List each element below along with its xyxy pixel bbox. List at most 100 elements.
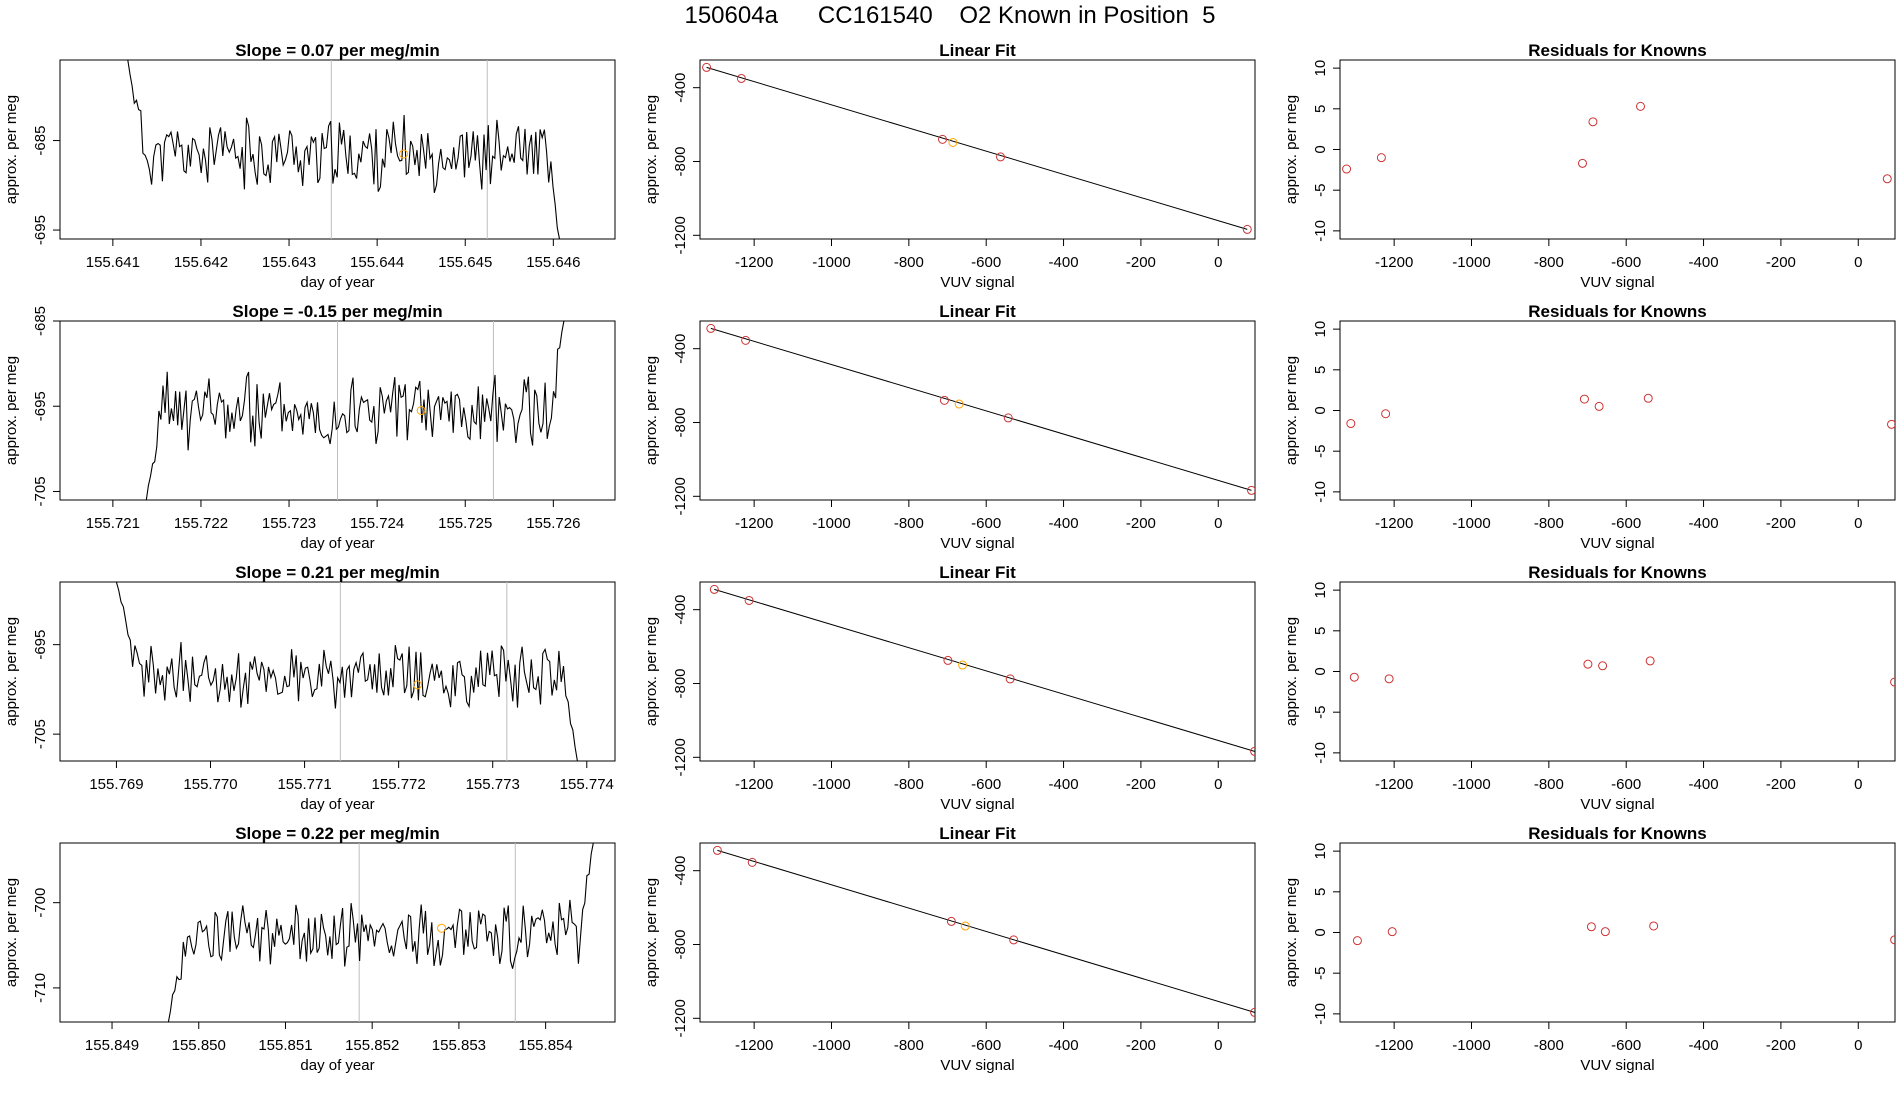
y-axis-label: approx. per meg: [1283, 617, 1300, 726]
plot-frame: [699, 842, 1256, 1023]
y-axis-label: approx. per meg: [3, 356, 20, 465]
x-tick-label: -1200: [735, 776, 773, 793]
known-point: [996, 152, 1006, 162]
y-tick-label: 10: [1312, 60, 1329, 77]
panel-11: Linear Fit VUV signal approx. per meg -1200…: [643, 824, 1256, 1074]
plot-frame: [699, 320, 1256, 501]
known-point: [702, 62, 712, 72]
known-point: [1342, 164, 1352, 174]
y-tick-label: 0: [1312, 667, 1329, 675]
x-tick-label: -600: [971, 254, 1001, 271]
x-axis-label: VUV signal: [1580, 274, 1654, 291]
plot-area: [706, 323, 1255, 495]
y-tick-label: 5: [1312, 888, 1329, 896]
known-point: [1352, 936, 1362, 946]
x-tick-label: 155.643: [262, 254, 316, 271]
y-tick-label: 5: [1312, 105, 1329, 113]
fit-line: [714, 588, 1255, 752]
x-tick-label: 0: [1214, 1037, 1222, 1054]
plot-area: [1346, 393, 1895, 429]
y-tick-label: -1200: [672, 216, 689, 254]
x-tick-label: 155.770: [183, 776, 237, 793]
panel-title: Linear Fit: [939, 302, 1016, 321]
x-tick-label: 155.849: [85, 1037, 139, 1054]
y-tick-label: -695: [32, 215, 49, 245]
panel-title: Residuals for Knowns: [1528, 824, 1707, 843]
y-axis-label: approx. per meg: [1283, 878, 1300, 987]
x-tick-label: -200: [1126, 515, 1156, 532]
x-tick-label: 0: [1214, 515, 1222, 532]
x-tick-label: -1200: [1375, 776, 1413, 793]
y-tick-label: -800: [672, 146, 689, 176]
x-tick-label: -200: [1126, 1037, 1156, 1054]
plot-area: [1342, 101, 1892, 184]
known-point: [1649, 921, 1659, 931]
known-point: [1384, 674, 1394, 684]
panel-title: Slope = 0.07 per meg/min: [235, 41, 440, 60]
x-tick-label: -200: [1766, 776, 1796, 793]
panel-4: Slope = -0.15 per meg/min day of year appr…: [3, 302, 616, 552]
y-axis-label: approx. per meg: [643, 617, 660, 726]
x-tick-label: -400: [1689, 776, 1719, 793]
mean-marker: [437, 923, 447, 933]
x-tick-label: 155.853: [432, 1037, 486, 1054]
x-tick-label: 0: [1854, 776, 1862, 793]
y-tick-label: -700: [32, 888, 49, 918]
plot-frame: [1339, 320, 1896, 501]
plot-area: [712, 845, 1255, 1017]
y-tick-label: 10: [1312, 843, 1329, 860]
mean-marker: [412, 680, 422, 690]
known-point: [712, 845, 722, 855]
mean-marker: [399, 149, 409, 159]
x-tick-label: 0: [1854, 1037, 1862, 1054]
y-tick-label: -705: [32, 476, 49, 506]
x-tick-label: 155.726: [526, 515, 580, 532]
x-tick-label: -400: [1689, 1037, 1719, 1054]
x-tick-label: -1200: [1375, 254, 1413, 271]
known-point: [1381, 409, 1391, 419]
sample-point: [960, 921, 970, 931]
x-axis-label: VUV signal: [940, 796, 1014, 813]
x-tick-label: 155.771: [277, 776, 331, 793]
y-tick-label: -1200: [672, 738, 689, 776]
y-tick-label: -1200: [672, 999, 689, 1037]
panel-6: Residuals for Knowns VUV signal approx. pe…: [1283, 302, 1896, 552]
panel-title: Residuals for Knowns: [1528, 302, 1707, 321]
panel-8: Linear Fit VUV signal approx. per meg -1200…: [643, 563, 1256, 813]
y-tick-label: -400: [672, 334, 689, 364]
y-tick-label: -10: [1312, 742, 1329, 764]
x-tick-label: -1000: [812, 515, 850, 532]
x-tick-label: -600: [1611, 515, 1641, 532]
x-tick-label: -1000: [812, 1037, 850, 1054]
known-point: [1247, 485, 1255, 495]
plot-frame: [59, 59, 616, 240]
signal-trace: [115, 582, 578, 761]
plot-frame: [699, 581, 1256, 762]
y-axis-label: approx. per meg: [3, 95, 20, 204]
x-tick-label: -200: [1126, 254, 1156, 271]
signal-trace: [127, 60, 561, 239]
known-point: [1376, 153, 1386, 163]
known-point: [1583, 659, 1593, 669]
x-tick-label: -200: [1126, 776, 1156, 793]
x-tick-label: 155.642: [174, 254, 228, 271]
known-point: [943, 655, 953, 665]
known-point: [1636, 101, 1646, 111]
known-point: [1005, 674, 1015, 684]
plot-area: [115, 582, 578, 761]
x-tick-label: -200: [1766, 254, 1796, 271]
x-tick-label: 155.645: [438, 254, 492, 271]
y-axis-label: approx. per meg: [3, 878, 20, 987]
known-point: [1346, 419, 1356, 429]
plot-frame: [59, 581, 616, 762]
sample-point: [948, 137, 958, 147]
y-tick-label: 0: [1312, 928, 1329, 936]
y-tick-label: -5: [1312, 445, 1329, 458]
y-tick-label: -10: [1312, 220, 1329, 242]
panel-title: Linear Fit: [939, 563, 1016, 582]
x-axis-label: VUV signal: [940, 1057, 1014, 1074]
known-point: [1586, 922, 1596, 932]
x-tick-label: -1000: [812, 776, 850, 793]
panel-title: Residuals for Knowns: [1528, 563, 1707, 582]
